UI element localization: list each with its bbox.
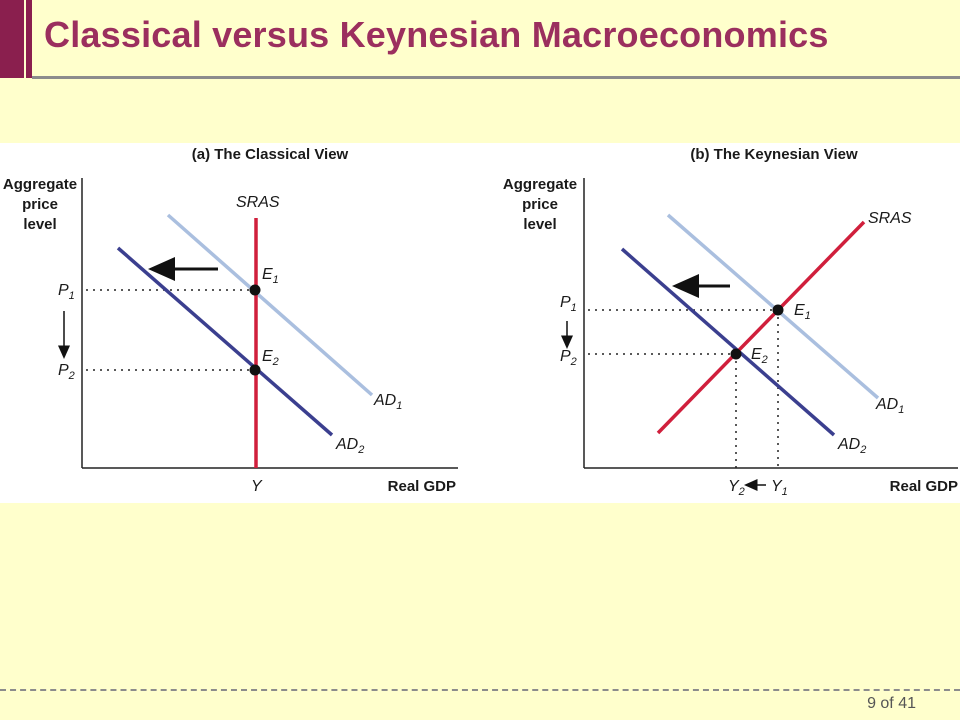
panel-a-title: (a) The Classical View: [192, 146, 349, 163]
panel-b-p2-sub: 2: [570, 356, 577, 368]
panel-b-e1-label: E1: [794, 302, 811, 322]
panel-b-y2-letter: Y: [728, 478, 740, 495]
panel-b-ad1-label: AD1: [875, 396, 904, 416]
panel-a-e2-letter: E: [262, 348, 273, 365]
title-bar: Classical versus Keynesian Macroeconomic…: [0, 0, 960, 80]
panel-a-ad2-label: AD2: [335, 436, 364, 456]
panel-b-ad2-sub: 2: [859, 444, 866, 456]
panel-b-ylabel-line1: Aggregate: [503, 176, 577, 193]
panel-b-ad2-curve: [620, 247, 836, 437]
panel-b-e1-letter: E: [794, 302, 805, 319]
panel-b-y2-tick: Y2: [728, 478, 745, 498]
panel-a-ad1-curve: [166, 213, 374, 397]
panel-b-y2-sub: 2: [738, 486, 745, 498]
panel-a-ad1-text: AD: [373, 392, 397, 409]
panel-a-y-tick: Y: [251, 478, 263, 495]
panel-b-ad1-sub: 1: [898, 404, 904, 416]
panel-a-e1-letter: E: [262, 266, 273, 283]
title-accent-bar: [0, 0, 24, 78]
panel-b-sras-curve: [656, 220, 866, 435]
panel-a-ad1-label: AD1: [373, 392, 402, 412]
panel-b-e2-point: [730, 348, 742, 360]
title-divider: [32, 76, 960, 79]
panel-a-p2-tick: P2: [58, 362, 75, 382]
panel-a-xlabel: Real GDP: [388, 478, 456, 495]
panel-b-p1-letter: P: [560, 294, 571, 311]
slide-title: Classical versus Keynesian Macroeconomic…: [44, 14, 829, 55]
panel-b-e1-sub: 1: [805, 310, 811, 322]
panel-b-p2-tick: P2: [560, 348, 577, 368]
panel-b-title: (b) The Keynesian View: [690, 146, 858, 163]
panel-a-ad1-sub: 1: [396, 400, 402, 412]
panel-a-p2-letter: P: [58, 362, 69, 379]
panel-a-ad2-text: AD: [335, 436, 359, 453]
panel-b-e2-label: E2: [751, 346, 768, 366]
panel-a-ylabel-line2: price: [22, 196, 58, 213]
panel-b-ad2-label: AD2: [837, 436, 866, 456]
panel-b-ad1-text: AD: [875, 396, 899, 413]
panel-a-ylabel-line1: Aggregate: [3, 176, 77, 193]
panel-a-p1-tick: P1: [58, 282, 75, 302]
panel-b-y1-letter: Y: [771, 478, 783, 495]
diagram-figure: (a) The Classical View Aggregate price l…: [0, 143, 960, 503]
panel-a-p1-sub: 1: [69, 290, 75, 302]
panel-b-e2-sub: 2: [761, 354, 768, 366]
panel-b-ad1-curve: [666, 213, 880, 400]
panel-b-xlabel: Real GDP: [890, 478, 958, 495]
panel-keynesian: (b) The Keynesian View Aggregate price l…: [503, 146, 958, 498]
panel-b-ylabel-line3: level: [523, 216, 556, 233]
diagram-svg: (a) The Classical View Aggregate price l…: [3, 146, 958, 498]
panel-b-y1-sub: 1: [782, 486, 788, 498]
panel-b-p1-tick: P1: [560, 294, 577, 314]
panel-a-ad2-curve: [116, 246, 334, 437]
panel-a-e1-sub: 1: [273, 274, 279, 286]
panel-b-p1-sub: 1: [571, 302, 577, 314]
panel-b-ylabel-line2: price: [522, 196, 558, 213]
panel-b-ad2-text: AD: [837, 436, 861, 453]
footer-divider: [0, 689, 960, 691]
panel-classical: (a) The Classical View Aggregate price l…: [3, 146, 458, 495]
panel-b-e2-letter: E: [751, 346, 762, 363]
title-accent-stripe: [26, 0, 32, 78]
page-number: 9 of 41: [867, 695, 916, 712]
panel-a-sras-label: SRAS: [236, 194, 280, 211]
panel-a-p2-sub: 2: [68, 370, 75, 382]
panel-b-y1-tick: Y1: [771, 478, 788, 498]
panel-a-e2-sub: 2: [272, 356, 279, 368]
panel-b-p2-letter: P: [560, 348, 571, 365]
panel-b-e1-point: [772, 304, 784, 316]
panel-a-ad2-sub: 2: [357, 444, 364, 456]
panel-a-p1-letter: P: [58, 282, 69, 299]
panel-b-sras-label: SRAS: [868, 210, 912, 227]
panel-a-e2-point: [249, 364, 261, 376]
panel-a-e1-point: [249, 284, 261, 296]
panel-a-e2-label: E2: [262, 348, 279, 368]
panel-a-ylabel-line3: level: [23, 216, 56, 233]
panel-a-e1-label: E1: [262, 266, 279, 286]
